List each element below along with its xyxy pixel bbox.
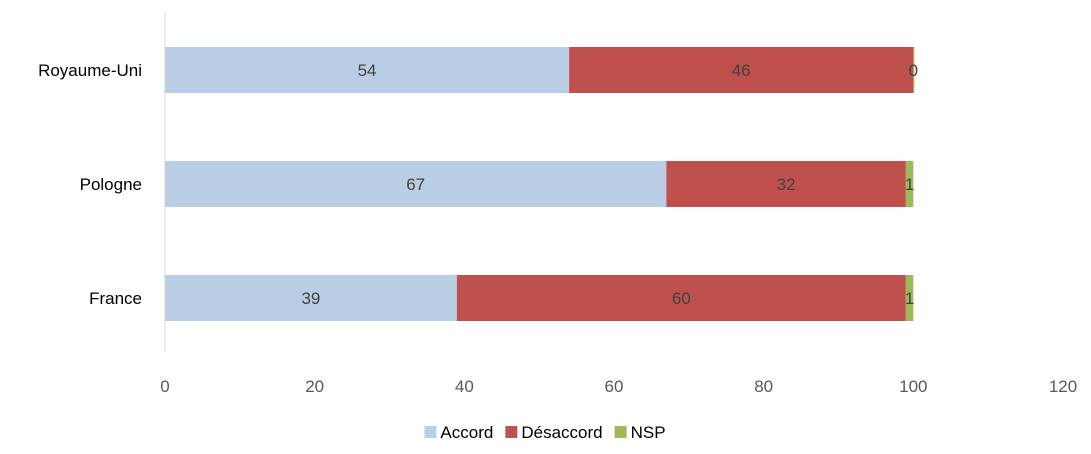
bar-dsaccord-royaumeuni [569, 47, 914, 93]
bar-nsp-france [905, 275, 914, 321]
bar-nsp-royaumeuni [913, 47, 915, 93]
legend-label: Désaccord [521, 423, 602, 442]
legend-swatch-accord [424, 426, 437, 438]
data-label: 39 [301, 289, 320, 308]
data-label: 0 [909, 61, 918, 80]
bar-accord-france [165, 275, 457, 321]
bar-dsaccord-pologne [666, 161, 906, 207]
legend-label: Accord [440, 423, 493, 442]
data-label: 54 [358, 61, 377, 80]
legend-swatch-nsp [614, 426, 627, 438]
x-tick-label: 20 [305, 377, 324, 396]
x-tick-label: 100 [899, 377, 927, 396]
legend-swatch-dsaccord [505, 426, 518, 438]
data-label: 32 [777, 175, 796, 194]
category-label: Royaume-Uni [38, 61, 142, 80]
category-label: Pologne [80, 175, 142, 194]
data-label: 67 [406, 175, 425, 194]
x-tick-label: 40 [455, 377, 474, 396]
bar-accord-pologne [165, 161, 667, 207]
data-label: 1 [905, 289, 914, 308]
x-tick-label: 60 [605, 377, 624, 396]
legend-label: NSP [631, 423, 666, 442]
x-tick-label: 80 [754, 377, 773, 396]
data-label: 1 [905, 175, 914, 194]
category-label: France [89, 289, 142, 308]
x-tick-label: 0 [160, 377, 169, 396]
data-label: 60 [672, 289, 691, 308]
x-tick-label: 120 [1049, 377, 1077, 396]
data-label: 46 [732, 61, 751, 80]
bar-accord-royaumeuni [165, 47, 570, 93]
bar-nsp-pologne [905, 161, 914, 207]
bar-dsaccord-france [456, 275, 906, 321]
